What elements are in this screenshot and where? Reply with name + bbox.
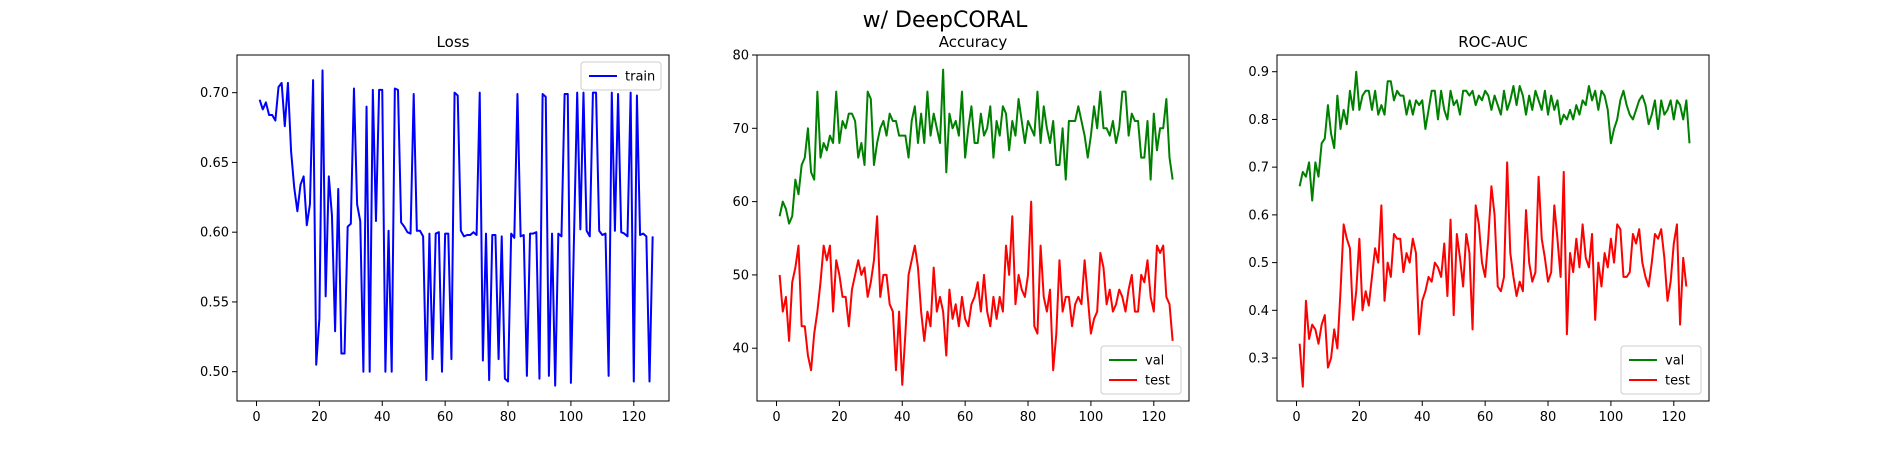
axes-frame xyxy=(756,54,1190,402)
x-tick-label: 80 xyxy=(500,410,517,425)
x-tick-label: 40 xyxy=(374,410,391,425)
y-tick-label: 40 xyxy=(732,342,749,357)
y-tick-label: 0.7 xyxy=(1248,161,1269,176)
x-tick-label: 0 xyxy=(252,410,260,425)
x-tick-label: 100 xyxy=(1078,410,1103,425)
loss-plot: 0 20 40 60 80 100 120 0.50 0.55 0.60 0.65 0.70 train xyxy=(200,54,670,425)
x-tick-label: 40 xyxy=(894,410,911,425)
series-line-train xyxy=(258,69,654,387)
y-tick-label: 0.8 xyxy=(1248,113,1269,128)
y-tick-label: 0.5 xyxy=(1248,256,1269,271)
legend-box xyxy=(1620,345,1702,395)
legend-label-test: test xyxy=(1145,374,1170,389)
y-tick-label: 0.6 xyxy=(1248,208,1269,223)
series-line-test xyxy=(778,200,1174,386)
y-tick-label: 0.70 xyxy=(200,86,229,101)
x-tick-label: 40 xyxy=(1414,410,1431,425)
subplot-roc-auc: ROC-AUC 0 20 40 60 80 100 120 0.3 0.4 0.5 0.6 0.7 0.… xyxy=(1248,33,1710,425)
x-tick-label: 20 xyxy=(1351,410,1368,425)
y-tick-label: 0.65 xyxy=(200,156,229,171)
x-tick-label: 100 xyxy=(558,410,583,425)
y-tick-label: 0.50 xyxy=(200,365,229,380)
legend-label-val: val xyxy=(1665,354,1684,369)
x-tick-label: 0 xyxy=(1292,410,1300,425)
legend-box xyxy=(1100,345,1182,395)
y-tick-label: 0.3 xyxy=(1248,352,1269,367)
figure-suptitle: w/ DeepCORAL xyxy=(863,8,1028,33)
x-tick-label: 80 xyxy=(1020,410,1037,425)
subplot-title: ROC-AUC xyxy=(1458,33,1528,51)
y-tick-label: 0.9 xyxy=(1248,65,1269,80)
roc-auc-plot: 0 20 40 60 80 100 120 0.3 0.4 0.5 0.6 0.7 0.8 0.9 val t… xyxy=(1248,54,1710,425)
x-tick-label: 120 xyxy=(1141,410,1166,425)
x-tick-label: 20 xyxy=(311,410,328,425)
x-tick-label: 80 xyxy=(1540,410,1557,425)
y-tick-label: 70 xyxy=(732,122,749,137)
y-tick-label: 0.55 xyxy=(200,295,229,310)
series-line-val xyxy=(778,68,1174,225)
accuracy-plot: 0 20 40 60 80 100 120 40 50 60 70 80 val test xyxy=(732,49,1190,425)
series-line-test xyxy=(1298,161,1688,388)
series-line-val xyxy=(1298,70,1691,202)
axes-frame xyxy=(236,54,670,402)
x-tick-label: 20 xyxy=(831,410,848,425)
legend: val test xyxy=(1100,345,1182,395)
x-tick-label: 60 xyxy=(437,410,454,425)
y-tick-label: 50 xyxy=(732,268,749,283)
y-tick-label: 80 xyxy=(732,49,749,64)
subplot-title: Loss xyxy=(437,33,470,51)
x-tick-label: 0 xyxy=(772,410,780,425)
legend-label-val: val xyxy=(1145,354,1164,369)
x-tick-label: 60 xyxy=(1477,410,1494,425)
subplot-accuracy: Accuracy 0 20 40 60 80 100 120 40 50 60 70 80 val tes… xyxy=(732,33,1190,425)
subplot-title: Accuracy xyxy=(939,33,1008,51)
x-tick-label: 120 xyxy=(621,410,646,425)
x-tick-label: 60 xyxy=(957,410,974,425)
x-tick-label: 120 xyxy=(1661,410,1686,425)
x-tick-label: 100 xyxy=(1598,410,1623,425)
y-tick-label: 0.4 xyxy=(1248,304,1269,319)
axes-frame xyxy=(1276,54,1710,402)
subplot-loss: Loss 0 20 40 60 80 100 120 0.50 0.55 0.60 0.65 0.70… xyxy=(200,33,670,425)
legend-label-test: test xyxy=(1665,374,1690,389)
y-tick-label: 60 xyxy=(732,195,749,210)
legend: val test xyxy=(1620,345,1702,395)
legend-box xyxy=(580,61,662,91)
y-tick-label: 0.60 xyxy=(200,226,229,241)
legend-label-train: train xyxy=(625,70,655,85)
legend: train xyxy=(580,61,662,91)
